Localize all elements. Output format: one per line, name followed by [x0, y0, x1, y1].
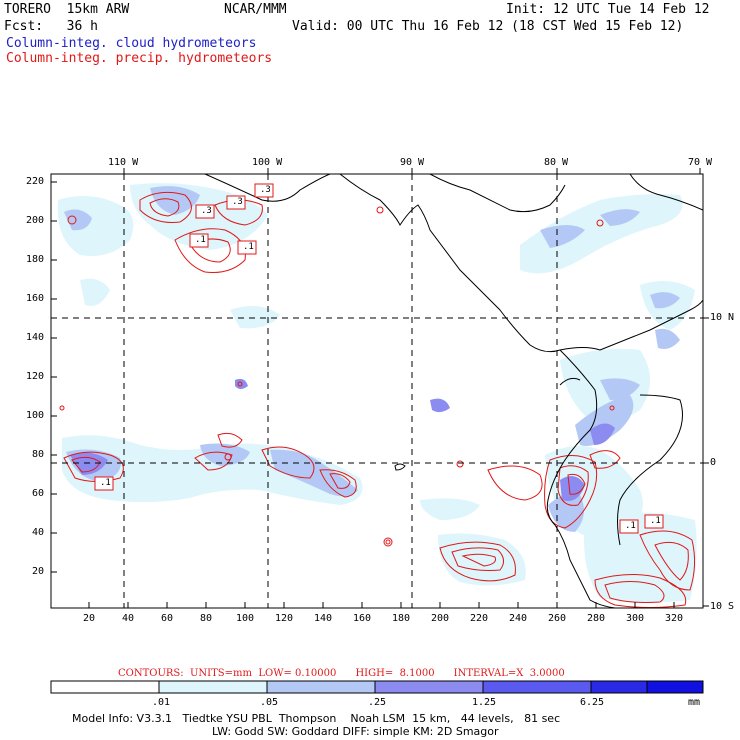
colorbar-label: .01 — [152, 697, 171, 708]
lon-label: 110 W — [108, 157, 139, 168]
y-tick-label: 60 — [32, 488, 45, 499]
x-tick-label: 100 — [236, 613, 255, 624]
field-cloud-label: Column-integ. cloud hydrometeors — [6, 36, 257, 51]
contour-label-boxes — [94, 183, 664, 534]
valid-time: Valid: 00 UTC Thu 16 Feb 12 (18 CST Wed … — [292, 19, 684, 34]
x-tick-label: 40 — [122, 613, 135, 624]
lon-label: 100 W — [252, 157, 283, 168]
model-info-line2: LW: Godd SW: Goddard DIFF: simple KM: 2D… — [212, 725, 499, 738]
colorbar-unit: mm — [688, 697, 701, 708]
forecast-hour: Fcst: 36 h — [4, 19, 98, 34]
y-tick-label: 120 — [26, 371, 45, 382]
x-ticks — [88, 602, 675, 608]
colorbar-label: 6.25 — [580, 697, 605, 708]
x-tick-label: 120 — [275, 613, 294, 624]
contour-label: .1 — [195, 235, 206, 245]
x-tick-label: 220 — [470, 613, 489, 624]
x-tick-label: 140 — [314, 613, 333, 624]
y-ticks — [51, 181, 57, 573]
lat-label: 10 S — [710, 601, 735, 612]
contour-label: .1 — [100, 478, 111, 488]
y-tick-label: 140 — [26, 332, 45, 343]
org-label: NCAR/MMM — [224, 2, 287, 17]
contour-info: CONTOURS: UNITS=mm LOW= 0.10000 HIGH= 8.… — [118, 668, 565, 679]
lat-label: 10 N — [710, 312, 735, 323]
lon-label: 80 W — [544, 157, 569, 168]
x-tick-label: 20 — [83, 613, 96, 624]
colorbar-label: .05 — [260, 697, 279, 708]
map-frame — [50, 173, 704, 609]
colorbar — [50, 680, 704, 694]
colorbar-label: 1.25 — [472, 697, 497, 708]
y-tick-label: 180 — [26, 254, 45, 265]
x-tick-label: 60 — [161, 613, 174, 624]
y-tick-label: 100 — [26, 410, 45, 421]
x-tick-label: 240 — [509, 613, 528, 624]
x-tick-label: 80 — [200, 613, 213, 624]
y-tick-label: 160 — [26, 293, 45, 304]
lat-label: 0 — [710, 457, 717, 468]
contour-label: .3 — [201, 206, 212, 216]
x-tick-label: 320 — [665, 613, 684, 624]
x-tick-label: 160 — [353, 613, 372, 624]
lon-label: 90 W — [400, 157, 425, 168]
y-tick-label: 80 — [32, 449, 45, 460]
x-tick-label: 260 — [548, 613, 567, 624]
contour-label: .1 — [625, 521, 636, 531]
contour-label: .3 — [232, 197, 243, 207]
init-time: Init: 12 UTC Tue 14 Feb 12 — [506, 2, 710, 17]
lon-label: 70 W — [688, 157, 713, 168]
field-precip-label: Column-integ. precip. hydrometeors — [6, 51, 273, 66]
x-tick-label: 300 — [626, 613, 645, 624]
y-tick-label: 20 — [32, 566, 45, 577]
x-tick-label: 200 — [431, 613, 450, 624]
coastlines — [204, 174, 703, 608]
y-tick-label: 40 — [32, 527, 45, 538]
contour-label: .3 — [260, 185, 271, 195]
contour-label: .1 — [243, 242, 254, 252]
y-tick-label: 220 — [26, 176, 45, 187]
y-tick-label: 200 — [26, 215, 45, 226]
cloud-shading-light — [57, 183, 697, 603]
grid-lines — [51, 174, 703, 608]
model-title: TORERO 15km ARW — [4, 2, 130, 17]
lonlat-ticks — [123, 168, 709, 607]
x-tick-label: 180 — [392, 613, 411, 624]
contour-label: .1 — [650, 516, 661, 526]
model-info-line1: Model Info: V3.3.1 Tiedtke YSU PBL Thomp… — [72, 712, 561, 725]
x-tick-label: 280 — [587, 613, 606, 624]
colorbar-label: .25 — [368, 697, 387, 708]
